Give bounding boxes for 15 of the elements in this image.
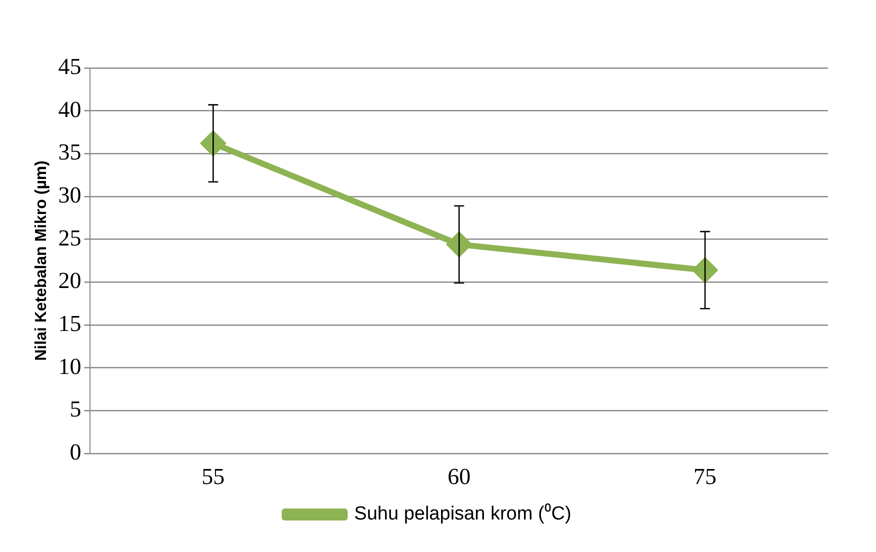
y-tick-label: 10 xyxy=(58,354,82,379)
y-tick-label: 5 xyxy=(70,396,82,422)
y-tick-label: 0 xyxy=(70,439,82,464)
x-tick-label: 75 xyxy=(694,464,717,490)
y-axis-title: Nilai Ketebalan Mikro (µm) xyxy=(33,160,50,361)
y-tick-label: 25 xyxy=(58,225,82,250)
y-tick-label: 45 xyxy=(58,54,82,80)
legend-label: Suhu pelapisan krom (⁰C) xyxy=(354,502,572,525)
y-tick-label: 30 xyxy=(58,182,82,208)
x-tick-label: 55 xyxy=(202,464,225,490)
y-tick-label: 40 xyxy=(58,96,82,122)
y-tick-label: 20 xyxy=(58,268,82,294)
x-tick-label: 60 xyxy=(448,464,471,490)
y-tick-label: 15 xyxy=(58,310,82,336)
y-tick-label: 35 xyxy=(58,140,82,165)
